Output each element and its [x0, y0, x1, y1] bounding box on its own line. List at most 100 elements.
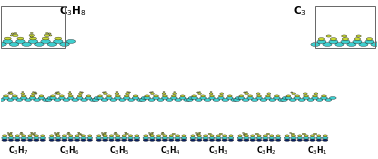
Circle shape [255, 133, 259, 135]
Circle shape [40, 139, 45, 141]
Circle shape [115, 137, 121, 139]
Circle shape [243, 134, 245, 135]
Circle shape [137, 99, 143, 101]
Circle shape [103, 133, 106, 135]
Circle shape [209, 137, 215, 139]
Circle shape [62, 139, 67, 141]
Circle shape [190, 137, 196, 139]
Circle shape [45, 33, 48, 34]
Circle shape [116, 135, 120, 137]
Circle shape [60, 42, 69, 46]
Circle shape [203, 139, 208, 141]
Circle shape [128, 139, 133, 141]
Circle shape [244, 135, 248, 137]
Circle shape [31, 93, 36, 94]
Circle shape [72, 99, 79, 101]
Circle shape [256, 139, 262, 141]
Circle shape [152, 132, 153, 133]
Circle shape [55, 92, 57, 93]
Circle shape [179, 97, 186, 99]
Circle shape [222, 137, 228, 139]
Circle shape [291, 137, 296, 139]
Circle shape [291, 92, 293, 93]
Circle shape [197, 133, 200, 135]
Text: C$_3$: C$_3$ [293, 4, 306, 18]
Circle shape [50, 97, 56, 99]
Circle shape [27, 137, 33, 139]
Circle shape [0, 99, 5, 101]
Circle shape [342, 38, 349, 40]
Circle shape [76, 97, 83, 99]
Circle shape [353, 40, 362, 44]
Circle shape [104, 92, 106, 93]
Circle shape [107, 95, 112, 97]
Circle shape [109, 135, 113, 137]
Circle shape [237, 137, 243, 139]
Circle shape [220, 93, 224, 94]
Circle shape [110, 99, 117, 101]
Circle shape [209, 139, 215, 141]
Circle shape [59, 97, 65, 99]
Circle shape [8, 92, 10, 93]
Circle shape [304, 135, 308, 137]
Circle shape [356, 35, 361, 37]
Circle shape [150, 92, 152, 93]
Circle shape [135, 135, 139, 137]
Circle shape [321, 97, 327, 99]
Circle shape [169, 139, 174, 141]
Circle shape [280, 99, 287, 101]
Circle shape [285, 135, 289, 137]
Circle shape [298, 135, 302, 137]
Circle shape [213, 99, 220, 101]
Circle shape [188, 97, 195, 99]
Circle shape [227, 95, 232, 97]
Circle shape [85, 97, 92, 99]
Circle shape [53, 39, 63, 43]
Circle shape [44, 34, 50, 37]
Circle shape [47, 97, 54, 99]
Circle shape [171, 95, 176, 97]
Circle shape [303, 93, 307, 94]
Circle shape [317, 135, 321, 137]
Circle shape [162, 137, 168, 139]
Circle shape [14, 33, 17, 34]
Circle shape [228, 139, 234, 141]
Circle shape [134, 139, 139, 141]
Circle shape [246, 92, 248, 93]
Circle shape [2, 139, 7, 141]
Circle shape [222, 139, 228, 141]
Circle shape [8, 139, 14, 141]
Circle shape [21, 139, 26, 141]
Circle shape [67, 97, 74, 99]
Circle shape [150, 135, 154, 137]
Circle shape [231, 99, 237, 101]
Circle shape [10, 35, 13, 36]
Circle shape [80, 134, 82, 135]
Circle shape [74, 139, 80, 141]
Circle shape [102, 134, 104, 135]
Circle shape [38, 97, 45, 99]
Circle shape [251, 99, 258, 101]
Circle shape [295, 95, 300, 97]
Circle shape [153, 97, 160, 99]
Circle shape [81, 139, 86, 141]
Circle shape [128, 137, 133, 139]
Circle shape [342, 35, 347, 37]
Circle shape [49, 35, 52, 36]
Circle shape [347, 43, 356, 46]
Circle shape [291, 133, 294, 135]
Circle shape [55, 134, 57, 135]
Circle shape [322, 137, 328, 139]
Circle shape [51, 95, 55, 97]
Circle shape [330, 38, 337, 40]
Circle shape [143, 137, 149, 139]
Circle shape [215, 139, 221, 141]
Circle shape [78, 133, 81, 135]
Circle shape [286, 95, 291, 97]
Circle shape [144, 97, 150, 99]
Circle shape [29, 34, 34, 37]
Circle shape [291, 139, 296, 141]
Circle shape [12, 95, 17, 97]
Circle shape [31, 132, 33, 133]
Circle shape [326, 35, 331, 37]
